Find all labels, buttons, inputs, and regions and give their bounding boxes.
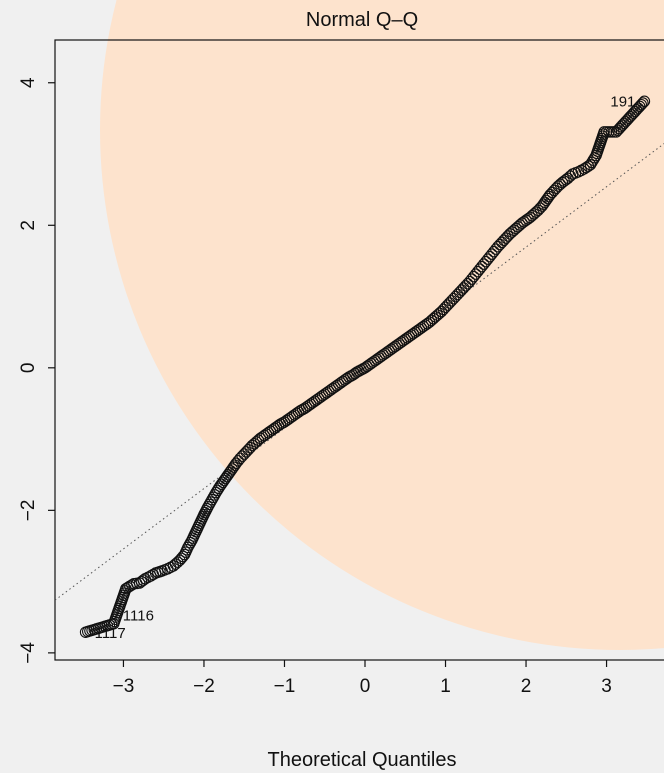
data-point: [457, 282, 470, 294]
data-point: [225, 465, 237, 477]
data-point: [218, 474, 230, 487]
data-point: [638, 95, 651, 108]
data-point: [451, 288, 464, 301]
data-point: [234, 452, 246, 465]
data-point: [236, 450, 248, 462]
x-tick-label: −1: [274, 676, 296, 697]
point-label: 1116: [123, 608, 154, 625]
y-tick-label: 2: [18, 220, 39, 231]
x-tick-label: 1: [440, 676, 451, 697]
data-point: [216, 476, 229, 489]
y-tick-label: −4: [18, 642, 39, 664]
data-point: [167, 560, 180, 572]
data-point: [135, 575, 148, 588]
point-label: 191: [610, 93, 635, 110]
data-point: [548, 184, 560, 197]
chart-title: Normal Q–Q: [306, 9, 418, 31]
data-point: [498, 234, 510, 247]
y-tick-label: −2: [18, 500, 39, 522]
data-point: [540, 194, 552, 207]
data-point: [242, 444, 254, 456]
data-point: [635, 98, 648, 111]
data-point: [221, 470, 233, 483]
data-point: [215, 478, 228, 490]
data-point: [175, 552, 188, 565]
data-point: [536, 200, 548, 212]
data-point: [537, 198, 550, 210]
data-point: [500, 232, 512, 244]
x-tick-label: 2: [521, 676, 532, 697]
data-point: [560, 173, 572, 186]
data-point: [437, 303, 450, 316]
data-point: [447, 292, 460, 305]
data-point: [546, 186, 558, 199]
data-point: [223, 467, 236, 479]
x-axis-title: Theoretical Quantiles: [268, 749, 457, 771]
data-point: [453, 286, 466, 299]
x-tick-label: −3: [113, 676, 135, 697]
x-tick-label: −2: [193, 676, 215, 697]
data-point: [244, 441, 257, 454]
data-point: [455, 284, 468, 296]
data-point: [530, 206, 542, 218]
x-tick-label: 3: [601, 676, 612, 697]
data-point: [539, 196, 551, 208]
data-point: [492, 240, 504, 253]
data-point: [637, 97, 649, 109]
y-tick-label: 0: [18, 363, 39, 374]
data-point: [496, 236, 508, 249]
x-tick-label: 0: [360, 676, 371, 697]
data-point: [528, 208, 540, 220]
data-point: [222, 468, 234, 481]
data-point: [445, 295, 458, 307]
background-highlight: [100, 0, 664, 650]
data-point: [443, 297, 456, 309]
data-point: [226, 463, 238, 475]
y-tick-label: 4: [18, 77, 39, 88]
data-points: [79, 95, 651, 638]
x-axis: −3 −2 −1 0 1 2 3: [113, 660, 612, 697]
data-point: [494, 238, 506, 251]
y-axis: −4 −2 0 2 4: [18, 77, 55, 664]
data-point: [449, 290, 462, 303]
data-point: [441, 299, 454, 311]
data-point: [544, 188, 556, 201]
data-point: [240, 446, 252, 458]
data-point: [214, 480, 226, 492]
data-point: [550, 182, 562, 194]
data-point: [459, 280, 472, 292]
data-point: [431, 309, 444, 321]
data-point: [238, 448, 250, 460]
point-label: 1117: [95, 625, 126, 642]
data-point: [219, 472, 232, 485]
data-point: [435, 305, 448, 318]
data-point: [433, 307, 446, 320]
data-point: [439, 301, 452, 313]
data-point: [502, 230, 514, 242]
